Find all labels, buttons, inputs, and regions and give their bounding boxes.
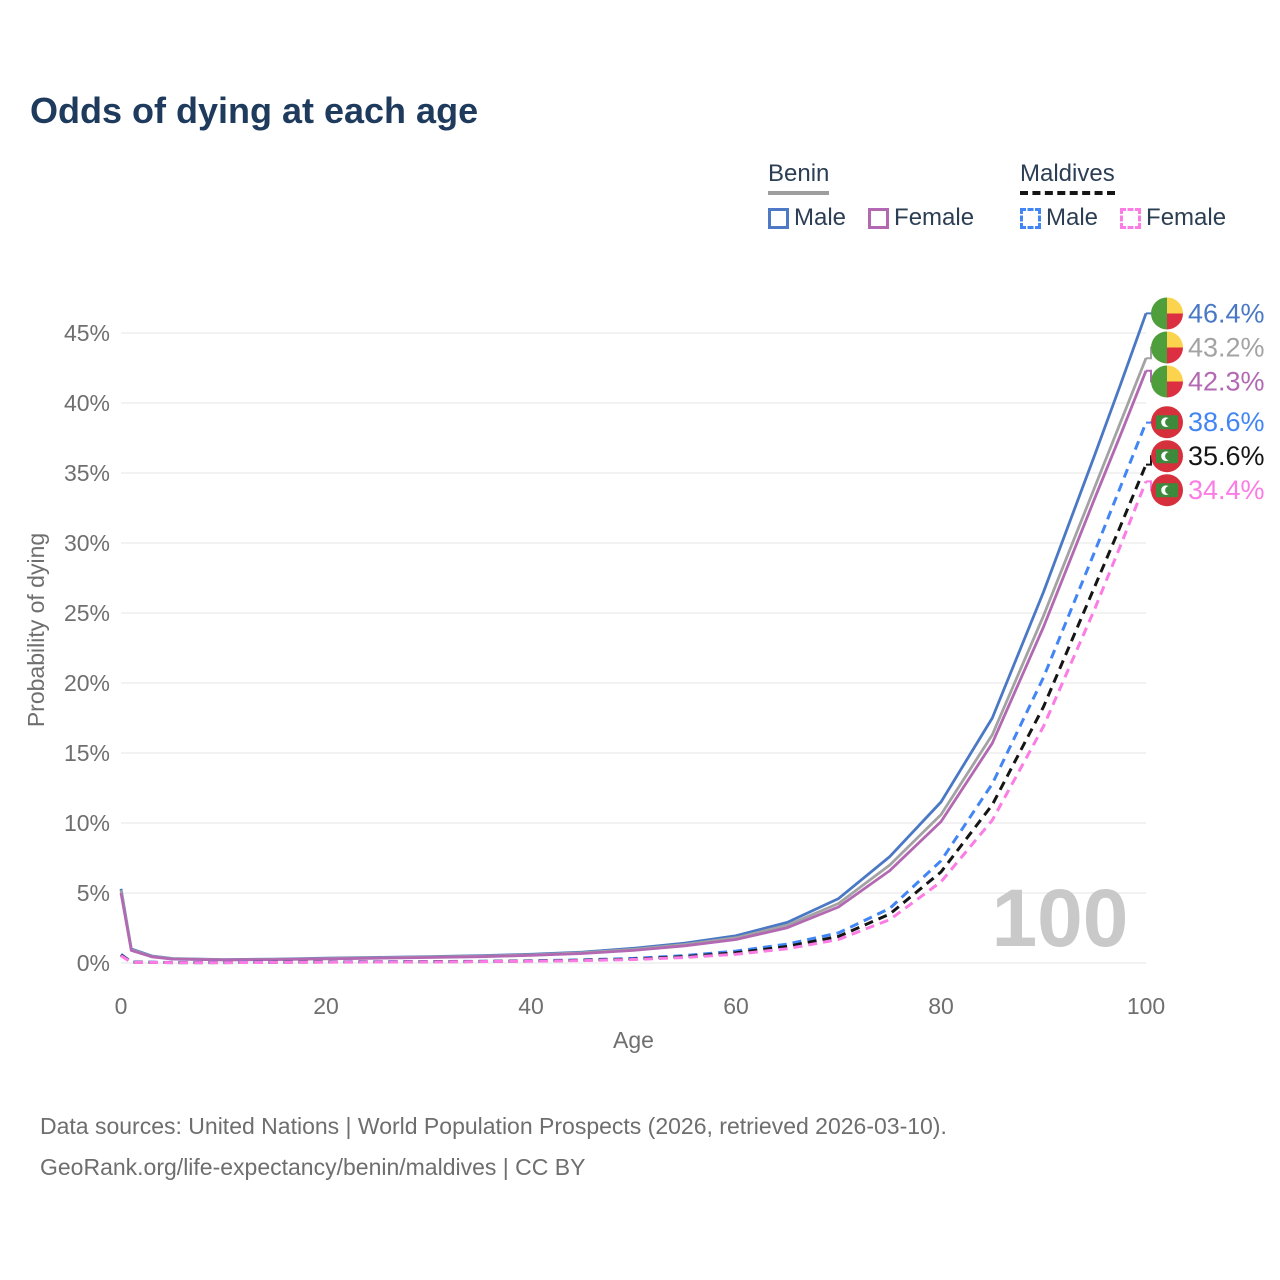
series-line-benin-female[interactable]: [119, 370, 1148, 962]
benin-flag-icon: [1151, 331, 1167, 364]
benin-flag-icon: [1151, 297, 1167, 330]
legend-header-benin[interactable]: Benin: [768, 160, 830, 195]
benin-flag-icon: [1167, 365, 1183, 382]
legend-label-maldives-male: Male: [1046, 204, 1099, 231]
end-value-label-maldives-female: 34.4%: [1188, 475, 1265, 505]
benin-flag-icon: [1167, 347, 1183, 364]
legend-swatch-maldives-female-icon: [1120, 207, 1142, 229]
legend: Benin Male Female Maldives Male: [0, 160, 1280, 250]
legend-label-benin-male: Male: [794, 204, 847, 231]
benin-flag-icon: [1167, 313, 1183, 330]
age-indicator-watermark: 100: [992, 873, 1129, 964]
y-tick-label: 35%: [64, 460, 110, 486]
legend-swatch-maldives-male-icon: [1020, 207, 1041, 229]
legend-item-maldives-male[interactable]: Male: [1020, 204, 1098, 232]
footer: Data sources: United Nations | World Pop…: [40, 1106, 947, 1188]
y-tick-label: 25%: [64, 600, 110, 626]
legend-item-benin-female[interactable]: Female: [868, 204, 974, 232]
x-axis-title: Age: [613, 1027, 654, 1053]
legend-label-benin-female: Female: [894, 204, 975, 231]
legend-items-benin: Male Female: [768, 204, 996, 232]
x-tick-label: 0: [115, 993, 128, 1019]
y-tick-label: 45%: [64, 320, 110, 346]
series-line-benin-both[interactable]: [119, 357, 1148, 962]
series-line-maldives-female[interactable]: [120, 480, 1148, 965]
end-value-label-maldives-both: 35.6%: [1188, 441, 1265, 471]
benin-flag-icon: [1167, 297, 1183, 314]
series-line-benin-male[interactable]: [119, 312, 1148, 961]
y-tick-label: 5%: [77, 880, 110, 906]
benin-flag-icon: [1167, 331, 1183, 348]
x-tick-label: 60: [723, 993, 749, 1019]
legend-item-maldives-female[interactable]: Female: [1120, 204, 1226, 232]
end-value-label-maldives-male: 38.6%: [1188, 407, 1265, 437]
footer-data-sources: Data sources: United Nations | World Pop…: [40, 1113, 947, 1139]
y-tick-label: 40%: [64, 390, 110, 416]
legend-item-benin-male[interactable]: Male: [768, 204, 846, 232]
legend-items-maldives: Male Female: [1020, 204, 1248, 232]
end-value-label-benin-female: 42.3%: [1188, 366, 1265, 396]
y-tick-label: 0%: [77, 950, 110, 976]
legend-swatch-benin-female-icon: [868, 207, 890, 229]
y-tick-label: 15%: [64, 740, 110, 766]
footer-attribution: GeoRank.org/life-expectancy/benin/maldiv…: [40, 1154, 586, 1180]
maldives-flag-icon: [1165, 452, 1174, 461]
legend-header-maldives[interactable]: Maldives: [1020, 160, 1115, 195]
y-tick-label: 30%: [64, 530, 110, 556]
benin-flag-icon: [1151, 365, 1167, 398]
y-tick-label: 20%: [64, 670, 110, 696]
y-axis-title: Probability of dying: [23, 533, 49, 727]
x-tick-label: 20: [313, 993, 339, 1019]
x-tick-label: 80: [928, 993, 954, 1019]
legend-group-maldives: Maldives Male Female: [1020, 160, 1248, 232]
maldives-flag-icon: [1165, 486, 1174, 495]
end-value-label-benin-both: 43.2%: [1188, 332, 1265, 362]
end-value-label-benin-male: 46.4%: [1188, 298, 1265, 328]
x-tick-label: 40: [518, 993, 544, 1019]
legend-label-maldives-female: Female: [1146, 204, 1227, 231]
x-tick-label: 100: [1127, 993, 1165, 1019]
maldives-flag-icon: [1165, 418, 1174, 427]
legend-swatch-benin-male-icon: [768, 207, 789, 229]
benin-flag-icon: [1167, 381, 1183, 398]
chart-title: Odds of dying at each age: [30, 90, 479, 131]
y-tick-label: 10%: [64, 810, 110, 836]
legend-group-benin: Benin Male Female: [768, 160, 996, 232]
